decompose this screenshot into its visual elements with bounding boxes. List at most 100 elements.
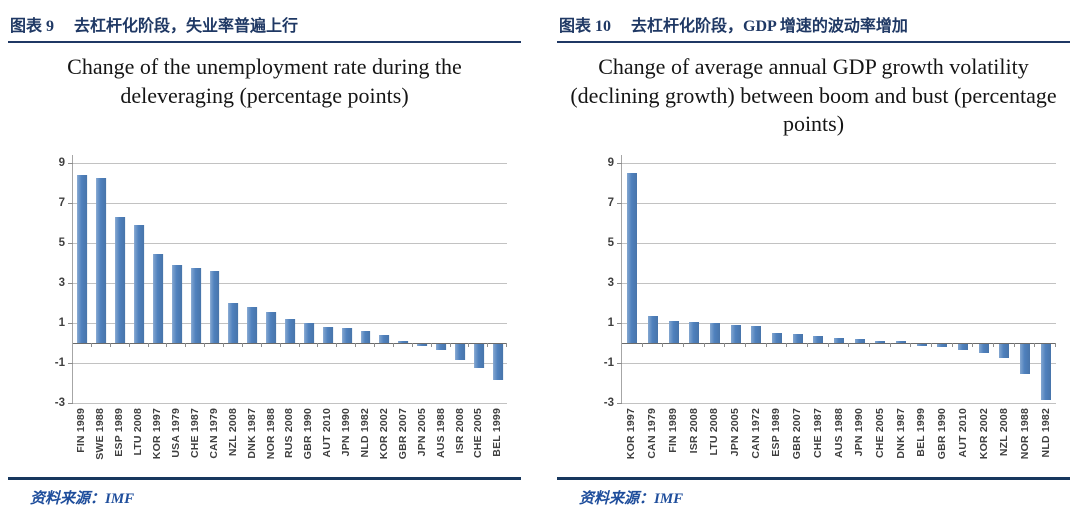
- x-axis-label: ESP 1989: [770, 408, 783, 457]
- y-axis-label: 5: [607, 237, 614, 249]
- x-label-slot: AUS 1988: [828, 408, 849, 472]
- bar-dnk-1987: [896, 341, 907, 343]
- bars-row: [73, 155, 508, 403]
- x-axis-label: RUS 2008: [283, 408, 296, 459]
- bar-nzl-2008: [228, 303, 239, 343]
- category-tick: [765, 343, 767, 347]
- figure-10-header: 图表 10 去杠杆化阶段，GDP 增速的波动率增加: [557, 12, 1070, 36]
- x-axis-label: CHE 2005: [873, 408, 886, 459]
- bar-slot: [746, 155, 767, 403]
- bar-aut-2010: [322, 327, 333, 343]
- x-label-slot: CAN 1972: [745, 408, 766, 472]
- x-axis-label: CAN 1979: [646, 408, 659, 459]
- bar-jpn-2005: [417, 344, 428, 346]
- x-axis-label: ISR 2008: [687, 408, 700, 454]
- category-tick: [147, 343, 149, 347]
- y-axis-tick: [68, 243, 73, 244]
- x-label-slot: AUT 2010: [953, 408, 974, 472]
- x-label-slot: KOR 2002: [973, 408, 994, 472]
- category-tick: [128, 343, 130, 347]
- figure-10-label: 图表 10: [559, 18, 612, 35]
- bar-slot: [953, 155, 974, 403]
- bar-kor-1997: [153, 254, 163, 343]
- category-tick: [641, 343, 643, 347]
- x-axis-label: DNK 1987: [894, 408, 907, 459]
- figure-10-heading: 去杠杆化阶段，GDP 增速的波动率增加: [631, 18, 908, 35]
- x-label-slot: ISR 2008: [683, 408, 704, 472]
- x-axis-label: BEL 1999: [491, 408, 504, 457]
- y-axis-tick: [68, 323, 73, 324]
- x-axis-label: NLD 1982: [1039, 408, 1052, 458]
- x-axis-label: NZL 2008: [226, 408, 239, 457]
- x-axis-label: ISR 2008: [453, 408, 466, 454]
- x-label-slot: GBR 1990: [932, 408, 953, 472]
- x-label-slot: GBR 2007: [787, 408, 808, 472]
- bar-isr-2008: [689, 322, 700, 343]
- category-tick: [993, 343, 995, 347]
- bar-slot: [705, 155, 726, 403]
- y-axis-label: -1: [54, 357, 65, 369]
- x-axis-label: AUT 2010: [956, 408, 969, 458]
- category-tick: [889, 343, 891, 347]
- bar-slot: [891, 155, 912, 403]
- y-axis-label: -3: [54, 397, 65, 409]
- figure-9-header: 图表 9 去杠杆化阶段，失业率普遍上行: [8, 12, 521, 36]
- bar-slot: [829, 155, 850, 403]
- y-axis-tick: [617, 323, 622, 324]
- bar-kor-2002: [379, 335, 390, 343]
- category-tick: [506, 343, 508, 347]
- x-label-slot: KOR 1997: [148, 408, 167, 472]
- chart-title: Change of the unemployment rate during t…: [67, 54, 462, 108]
- y-axis-tick: [617, 283, 622, 284]
- y-axis-tick: [68, 363, 73, 364]
- bar-slot: [684, 155, 705, 403]
- bar-slot: [767, 155, 788, 403]
- category-tick: [869, 343, 871, 347]
- bar-slot: [413, 155, 432, 403]
- plot-area: 9 7 5 3 1 -1 -3: [604, 155, 1057, 409]
- x-label-slot: NLD 1982: [356, 408, 375, 472]
- category-tick: [487, 343, 489, 347]
- gridline: [622, 243, 1056, 244]
- x-axis-label: JPN 2005: [415, 408, 428, 457]
- bar-slot: [1015, 155, 1036, 403]
- x-axis-label: CAN 1972: [749, 408, 762, 459]
- x-axis-label: SWE 1988: [94, 408, 107, 460]
- category-tick: [204, 343, 206, 347]
- bar-kor-1997: [627, 173, 638, 343]
- bar-bel-1999: [492, 344, 503, 380]
- bar-slot: [432, 155, 451, 403]
- bar-slot: [394, 155, 413, 403]
- category-tick: [223, 343, 224, 347]
- x-axis-label: CAN 1979: [207, 408, 220, 459]
- bar-nld-1982: [360, 331, 371, 343]
- bar-jpn-1990: [854, 339, 865, 343]
- bar-can-1979: [209, 271, 220, 343]
- x-axis-label: JPN 1990: [340, 408, 353, 457]
- x-label-slot: JPN 1990: [849, 408, 870, 472]
- category-tick: [279, 343, 281, 347]
- x-label-slot: JPN 1990: [337, 408, 356, 472]
- category-tick: [1034, 343, 1036, 347]
- bar-slot: [469, 155, 489, 403]
- bar-slot: [622, 155, 643, 403]
- x-axis-line: [622, 343, 1056, 344]
- x-axis-label: DNK 1987: [245, 408, 258, 459]
- x-axis-label: CHE 1987: [811, 408, 824, 459]
- category-tick: [336, 343, 338, 347]
- x-label-slot: BEL 1999: [911, 408, 932, 472]
- bar-aut-2010: [958, 344, 969, 350]
- category-tick: [827, 343, 829, 347]
- x-axis-label: GBR 1990: [936, 408, 949, 460]
- bar-isr-2008: [455, 344, 465, 360]
- x-label-slot: ESP 1989: [110, 408, 129, 472]
- unemployment-bar-chart: 9 7 5 3 1 -1 -3 FIN 1989 SWE 1988 ESP 1989 LTU 200…: [8, 155, 521, 473]
- x-axis-label: GBR 2007: [396, 408, 409, 460]
- gridline: [622, 203, 1056, 204]
- bar-slot: [167, 155, 187, 403]
- x-label-slot: CHE 2005: [870, 408, 891, 472]
- y-axis-tick: [68, 163, 73, 164]
- category-tick: [683, 343, 685, 347]
- y-axis-label: 3: [58, 277, 65, 289]
